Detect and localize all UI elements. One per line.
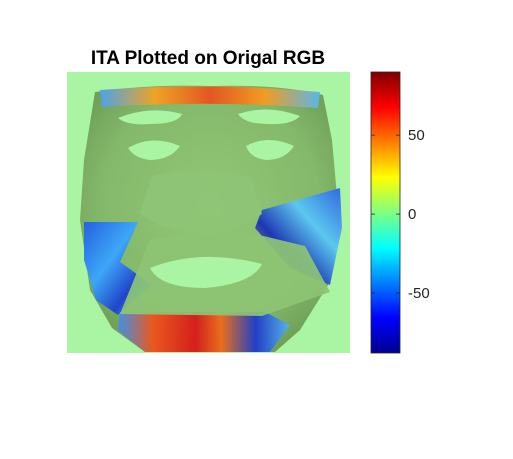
left-eye-mask — [128, 140, 180, 160]
chart-title: ITA Plotted on Origal RGB — [91, 48, 325, 69]
right-brow-mask — [238, 109, 300, 125]
masked-regions — [118, 109, 300, 288]
colorbar-tick-label: -50 — [408, 285, 430, 302]
colorbar-tick-label: 50 — [408, 127, 425, 144]
nose-overlay — [140, 170, 262, 231]
right-eye-mask — [246, 140, 294, 160]
right-cheek-ita-patch — [255, 188, 342, 285]
forehead-ita-band — [100, 86, 320, 108]
left-brow-mask — [118, 110, 182, 125]
chin-ita-patch — [118, 312, 290, 352]
colorbar-tick-label: 0 — [408, 206, 416, 223]
colorbar-gradient — [371, 72, 400, 353]
colorbar-frame — [370, 71, 401, 354]
image-axes — [67, 72, 350, 353]
mouth-mask — [150, 256, 262, 288]
colorbar-ticks: 50 0 -50 — [371, 127, 430, 302]
colorbar: 50 0 -50 — [370, 71, 430, 354]
